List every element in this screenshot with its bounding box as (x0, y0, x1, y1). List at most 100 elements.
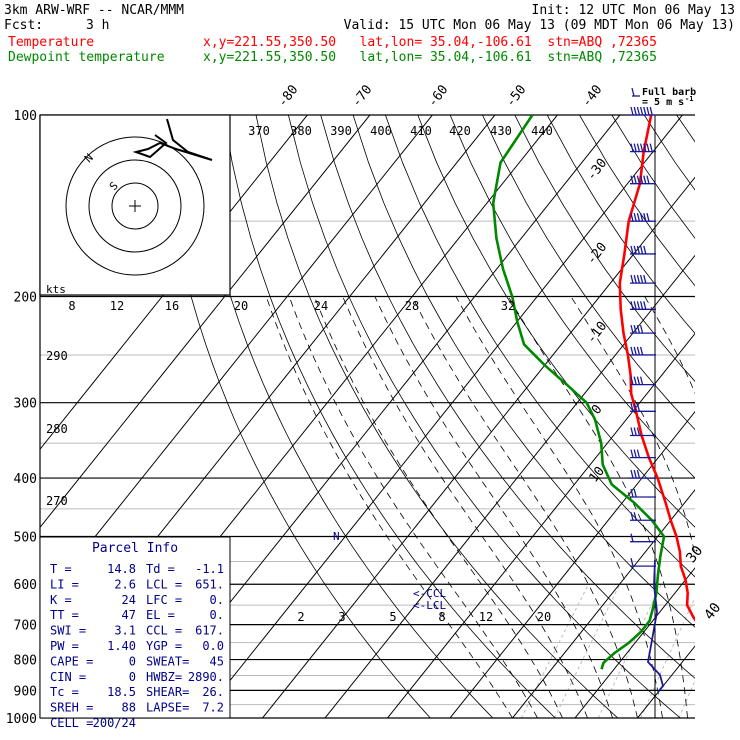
wind-barb-flag (633, 512, 637, 521)
lcl-label: <-LCL (413, 599, 446, 612)
wind-barb-flag (630, 274, 634, 284)
parcel-info-cell: LCL = (146, 577, 182, 591)
parcel-info-cell: PW = (50, 639, 79, 653)
wind-legend-line2: = 5 m s (642, 97, 684, 108)
dry-adiabat-line (449, 115, 695, 479)
wind-barb-flag (630, 143, 634, 152)
wind-barb-flag (630, 403, 634, 412)
parcel-info-cell: 14.8 (107, 562, 136, 576)
moist-adiabat-line (570, 296, 695, 557)
dry-adiabat-line (385, 115, 695, 578)
wind-barb-flag (636, 245, 641, 255)
level-marker: N (333, 530, 340, 543)
moist-adiabat-line (265, 296, 513, 718)
wind-barb-flag (633, 106, 637, 116)
theta-top-label: 420 (449, 124, 471, 138)
parcel-info-cell: SREH = (50, 701, 93, 715)
isotherm-line (40, 115, 434, 607)
wind-barb-flag (633, 301, 637, 310)
theta-label: 270 (46, 494, 68, 508)
parcel-info-cell: CCL = (146, 624, 182, 638)
wind-barb-flag (639, 274, 644, 284)
hodograph-speed-label: 8 (68, 299, 75, 313)
hodograph-speed-label: 28 (405, 299, 419, 313)
theta-top-label: 400 (370, 124, 392, 138)
wind-barb-flag (630, 175, 634, 184)
wind-barb-flag (633, 213, 637, 222)
wind-barb-flag (633, 403, 637, 412)
wind-barb-flag (630, 245, 634, 255)
isotherm-line (574, 567, 695, 718)
parcel-info-cell: CIN = (50, 670, 86, 684)
dewpoint-line (491, 115, 666, 670)
wind-barb-flag (649, 106, 653, 116)
parcel-info-cell: EL = (146, 608, 175, 622)
dry-adiabats (158, 115, 695, 718)
isotherm-label-outer: 30 (683, 543, 706, 566)
parcel-info-cell: LI = (50, 577, 79, 591)
ccl-label: <-CCL (413, 587, 446, 600)
parcel-info-cell: 1.40 (107, 639, 136, 653)
moist-adiabat-line (342, 296, 588, 718)
wind-barb-flag (639, 213, 644, 222)
parcel-info-panel: Parcel Info T = 14.8 Td = -1.1 LI = 2.6 LCL = 65… (39, 536, 231, 730)
parcel-info-title: Parcel Info (92, 541, 178, 556)
parcel-info-cell: CAPE = (50, 654, 93, 668)
wind-barb-flag (639, 346, 644, 356)
parcel-info-cell: 0.0 (202, 639, 224, 653)
isotherm-label-top: -80 (275, 82, 301, 110)
isotherm-line (324, 254, 695, 718)
wind-barb-flag (636, 175, 641, 184)
wind-barb-flag (633, 376, 637, 385)
isotherm-label-top: -70 (349, 82, 375, 110)
isotherm-line (690, 102, 740, 731)
wind-barb-flag (630, 324, 634, 334)
wind-barb-flag (636, 301, 641, 310)
theta-label: 290 (46, 349, 68, 363)
dry-adiabat-line (676, 115, 695, 143)
wind-barb-flag (630, 346, 634, 356)
wind-legend-sup: -1 (685, 95, 693, 103)
wind-barb-flag (636, 376, 641, 385)
wind-barb-flag (633, 324, 637, 334)
parcel-info-cell: SHEAR= (146, 685, 189, 699)
parcel-info-cell: 0. (210, 593, 224, 607)
wind-barb-flag (643, 143, 647, 152)
wind-barb-flag (636, 274, 641, 284)
mixing-ratio-label: 3 (338, 610, 345, 624)
parcel-info-cell: Td = (146, 562, 175, 576)
temperature-location: x,y=221.55,350.50 lat,lon= 35.04,-106.61… (203, 35, 657, 50)
dry-adiabat-line (288, 115, 681, 718)
dry-adiabat-line (417, 115, 695, 528)
mixing-ratio-label: 20 (537, 610, 551, 624)
wind-barb-flag (636, 403, 641, 412)
parcel-info-cell: 0 (129, 654, 136, 668)
wind-barb-flag (643, 301, 647, 310)
theta-top-label: 370 (248, 124, 270, 138)
init-time: Init: 12 UTC Mon 06 May 13 (531, 3, 736, 18)
dry-adiabat-line (255, 115, 619, 718)
theta-top-label: 430 (490, 124, 512, 138)
wind-barb-flag (630, 106, 634, 116)
parcel-info-cell: 617. (195, 624, 224, 638)
mixing-ratio-labels: 2 3 5 8 12 20 (297, 610, 551, 624)
parcel-info-cell: 88 (122, 701, 136, 715)
temperature-line (618, 115, 695, 622)
hodograph-speed-label: 12 (110, 299, 124, 313)
wind-barb-flag (633, 143, 637, 152)
wind-barb-flag (633, 427, 637, 436)
wind-barb-flag (630, 449, 634, 458)
wind-barb-flag (630, 427, 634, 436)
parcel-info-cell: 7.2 (202, 701, 224, 715)
theta-top-label: 440 (531, 124, 553, 138)
isobars (39, 114, 695, 719)
parcel-info-cell: LAPSE= (146, 701, 189, 715)
parcel-info-box (39, 536, 231, 719)
parcel-info-cell: 2890. (188, 670, 224, 684)
pressure-tick-label: 600 (14, 578, 37, 593)
wind-barb-flag (636, 427, 641, 436)
wind-barb-flag (649, 143, 653, 152)
parcel-info-cell: T = (50, 562, 72, 576)
